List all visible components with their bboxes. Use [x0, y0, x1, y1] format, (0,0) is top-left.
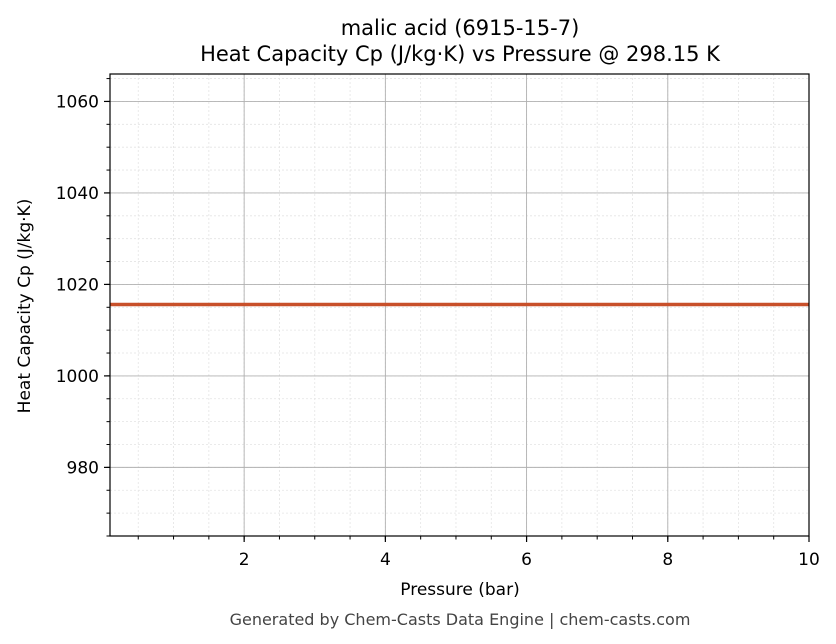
x-tick-label: 10: [798, 550, 820, 570]
axes-frame: [109, 73, 810, 537]
x-axis-ticks: 2 4 6 8 10: [137, 536, 820, 570]
chart-subtitle: Heat Capacity Cp (J/kg·K) vs Pressure @ …: [200, 42, 721, 66]
y-tick-label: 1020: [56, 275, 99, 295]
y-axis-label: Heat Capacity Cp (J/kg·K): [15, 199, 35, 414]
y-tick-label: 1040: [56, 184, 99, 204]
chart-title: malic acid (6915-15-7): [341, 16, 580, 40]
x-axis-label: Pressure (bar): [400, 580, 519, 600]
y-axis-ticks: 980 1000 1020 1040 1060: [56, 78, 110, 537]
x-tick-label: 4: [380, 550, 391, 570]
footer-credit: Generated by Chem-Casts Data Engine | ch…: [230, 610, 691, 629]
y-tick-label: 980: [67, 458, 99, 478]
x-tick-label: 2: [239, 550, 250, 570]
x-tick-label: 8: [662, 550, 673, 570]
plot-frame: [109, 73, 810, 537]
y-tick-label: 1060: [56, 92, 99, 112]
y-tick-label: 1000: [56, 367, 99, 387]
x-tick-label: 6: [521, 550, 532, 570]
